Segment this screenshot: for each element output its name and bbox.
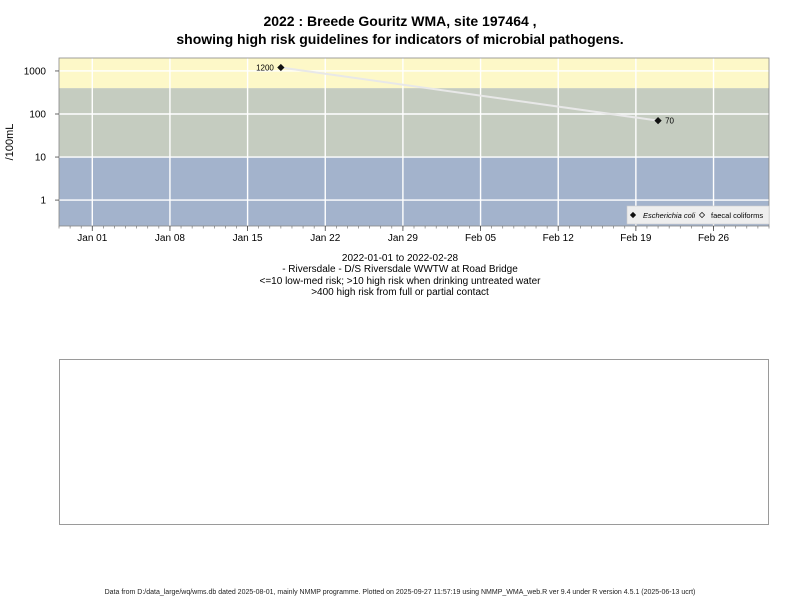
contact-risk-caption: >400 high risk from full or partial cont… xyxy=(311,287,489,298)
legend-marker xyxy=(629,211,637,219)
chart-title-line1: 2022 : Breede Gouritz WMA, site 197464 , xyxy=(263,13,537,29)
y-tick-label: 1000 xyxy=(24,66,47,77)
x-tick-label: Jan 08 xyxy=(155,233,185,244)
x-tick-label: Feb 05 xyxy=(465,233,497,244)
x-tick-label: Feb 19 xyxy=(620,233,652,244)
legend-label: faecal coliforms xyxy=(711,211,763,220)
x-tick-label: Feb 12 xyxy=(543,233,575,244)
series-line xyxy=(280,66,659,122)
empty-plot-panel xyxy=(59,359,769,525)
x-tick-label: Jan 29 xyxy=(388,233,418,244)
risk-band-2 xyxy=(59,58,769,89)
site-caption: - Riversdale - D/S Riversdale WWTW at Ro… xyxy=(282,264,518,275)
date-range-caption: 2022-01-01 to 2022-02-28 xyxy=(341,253,459,264)
x-tick-label: Feb 26 xyxy=(698,233,730,244)
footer-note: Data from D:/data_large/wq/wms.db dated … xyxy=(104,589,696,596)
legend-box xyxy=(626,205,770,225)
y-axis-label: /100mL xyxy=(4,124,16,161)
legend-marker xyxy=(698,211,706,219)
y-tick-label: 10 xyxy=(35,153,47,164)
x-tick-label: Jan 01 xyxy=(77,233,107,244)
x-tick-label: Jan 22 xyxy=(310,233,340,244)
data-point-label: 70 xyxy=(665,117,674,126)
data-point-label: 1200 xyxy=(256,64,274,73)
y-tick-label: 1 xyxy=(40,196,46,207)
chart-title-line2: showing high risk guidelines for indicat… xyxy=(176,31,624,47)
risk-band-1 xyxy=(59,88,769,158)
data-point-marker xyxy=(654,117,662,125)
chart-plot: 1 10 100 1000/100mL Jan 01 Jan 08 Jan 15 Jan 22… xyxy=(4,57,770,244)
y-tick-label: 100 xyxy=(29,110,46,121)
legend-label: Escherichia coli xyxy=(643,211,695,220)
x-tick-label: Jan 15 xyxy=(233,233,263,244)
drinking-risk-caption: <=10 low-med risk; >10 high risk when dr… xyxy=(259,276,541,287)
data-point-marker xyxy=(277,63,285,72)
